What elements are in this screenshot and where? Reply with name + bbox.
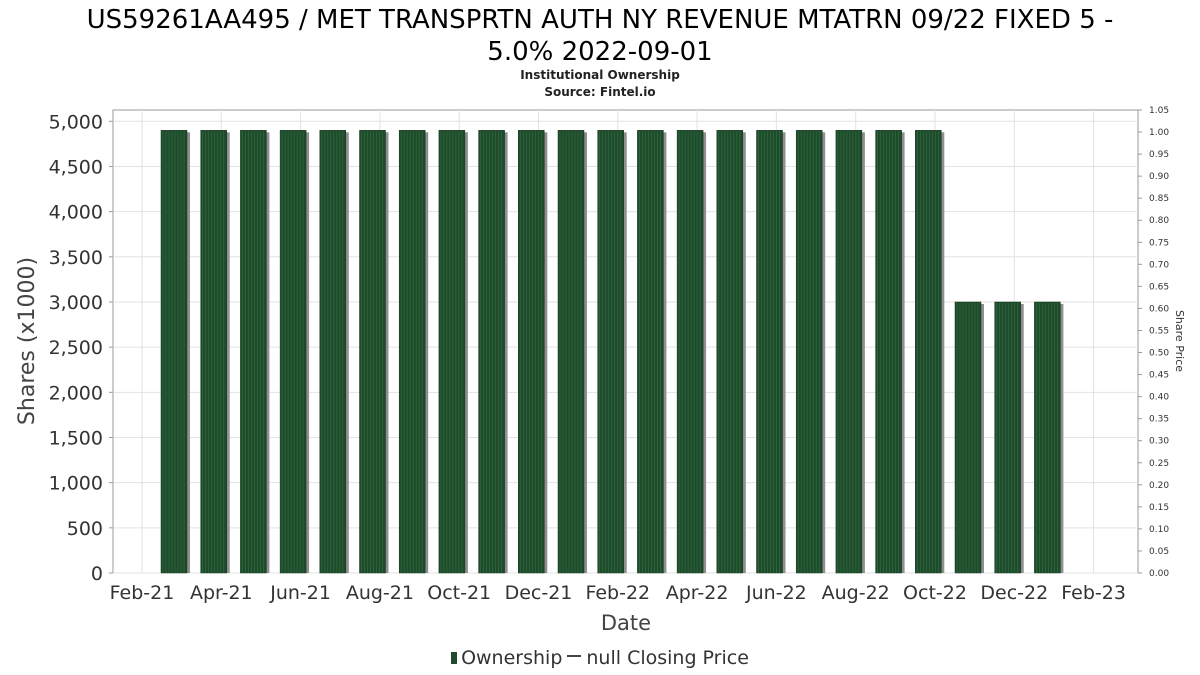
ownership-bar	[319, 130, 347, 574]
y2-tick-label: 0.85	[1149, 194, 1169, 204]
y2-tick-label: 1.00	[1149, 128, 1169, 138]
y-tick-label: 1,500	[49, 427, 103, 449]
ownership-bar	[359, 130, 386, 574]
chart-title: US59261AA495 / MET TRANSPRTN AUTH NY REV…	[0, 4, 1200, 68]
y2-tick-label: 0.15	[1149, 503, 1169, 513]
y2-tick-label: 0.35	[1149, 415, 1169, 425]
chart-subtitle: Institutional Ownership	[520, 68, 680, 82]
y-tick-label: 2,000	[49, 382, 103, 404]
x-tick-label: Apr-22	[666, 582, 729, 604]
y-tick-label: 3,500	[49, 247, 103, 269]
ownership-bar	[875, 130, 902, 574]
x-tick-label: Aug-21	[346, 582, 414, 604]
y-tick-label: 0	[91, 563, 103, 585]
x-tick-label: Jun-22	[745, 582, 807, 604]
ownership-chart: 0 500 1,000 1,500 2,000 2,500 3,000 3,500 4,000 4…	[15, 106, 1186, 635]
x-tick-label: Feb-21	[110, 582, 175, 604]
y-tick-label: 4,000	[49, 202, 103, 224]
y2-tick-label: 0.65	[1149, 282, 1169, 292]
x-tick-label: Jun-21	[269, 582, 331, 604]
y-axis-label: Shares (x1000)	[15, 257, 40, 425]
price-legend-label: null Closing Price	[586, 647, 749, 669]
chart-legend: Ownership null Closing Price	[0, 647, 1200, 669]
y2-tick-label: 0.00	[1149, 569, 1169, 579]
ownership-bar	[200, 130, 227, 574]
ownership-bar	[518, 130, 545, 574]
y-tick-label: 500	[67, 518, 103, 540]
ownership-bar	[637, 130, 664, 574]
y2-tick-label: 0.80	[1149, 216, 1169, 226]
y-tick-label: 2,500	[49, 337, 103, 359]
y2-tick-label: 0.70	[1149, 260, 1169, 270]
ownership-bar	[954, 301, 982, 574]
ownership-bar	[398, 130, 426, 574]
ownership-bar	[240, 130, 267, 574]
ownership-bar	[597, 130, 624, 574]
y2-tick-label: 0.95	[1149, 150, 1169, 160]
y-tick-label: 4,500	[49, 156, 103, 178]
price-legend-line	[567, 654, 582, 657]
ownership-bar	[915, 130, 942, 574]
y-tick-label: 5,000	[49, 111, 103, 133]
x-axis-label: Date	[601, 611, 651, 635]
ownership-bar	[716, 130, 744, 574]
ownership-bar	[756, 130, 783, 574]
y2-tick-label: 0.40	[1149, 393, 1169, 403]
y2-tick-label: 0.60	[1149, 304, 1169, 314]
y2-tick-label: 0.45	[1149, 371, 1169, 381]
ownership-bar	[279, 130, 307, 574]
y2-tick-label: 0.55	[1149, 326, 1169, 336]
chart-title-line-1: US59261AA495 / MET TRANSPRTN AUTH NY REV…	[86, 5, 1114, 35]
ownership-bar	[557, 130, 585, 574]
y2-tick-label: 0.75	[1149, 238, 1169, 248]
y2-tick-label: 0.90	[1149, 172, 1169, 182]
ownership-bar	[160, 130, 188, 574]
ownership-bar	[994, 301, 1021, 574]
ownership-bar	[835, 130, 863, 574]
y2-tick-label: 0.20	[1149, 481, 1169, 491]
x-tick-label: Oct-22	[903, 582, 967, 604]
ownership-bar	[1034, 301, 1061, 574]
ownership-legend-label: Ownership	[461, 647, 563, 669]
y2-axis-label: Share Price	[1173, 310, 1186, 372]
y2-tick-label: 1.05	[1149, 106, 1169, 116]
ownership-bar	[438, 130, 466, 574]
y-tick-label: 3,000	[49, 292, 103, 314]
x-tick-label: Dec-22	[980, 582, 1048, 604]
ownership-bar	[676, 130, 704, 574]
y-tick-label: 1,000	[49, 473, 103, 495]
x-tick-label: Feb-22	[585, 582, 650, 604]
x-tick-label: Dec-21	[505, 582, 573, 604]
x-tick-label: Apr-21	[190, 582, 253, 604]
chart-source: Source: Fintel.io	[544, 85, 656, 99]
y2-tick-label: 0.25	[1149, 459, 1169, 469]
y2-tick-label: 0.30	[1149, 437, 1169, 447]
y2-tick-label: 0.05	[1149, 547, 1169, 557]
y2-tick-label: 0.10	[1149, 525, 1169, 535]
ownership-bar	[795, 130, 823, 574]
y2-tick-label: 0.50	[1149, 349, 1169, 359]
x-tick-label: Aug-22	[822, 582, 890, 604]
ownership-bar	[478, 130, 505, 574]
x-tick-label: Feb-23	[1061, 582, 1126, 604]
x-tick-label: Oct-21	[427, 582, 491, 604]
chart-title-line-2: 5.0% 2022-09-01	[487, 37, 713, 67]
ownership-legend-swatch	[451, 652, 458, 664]
